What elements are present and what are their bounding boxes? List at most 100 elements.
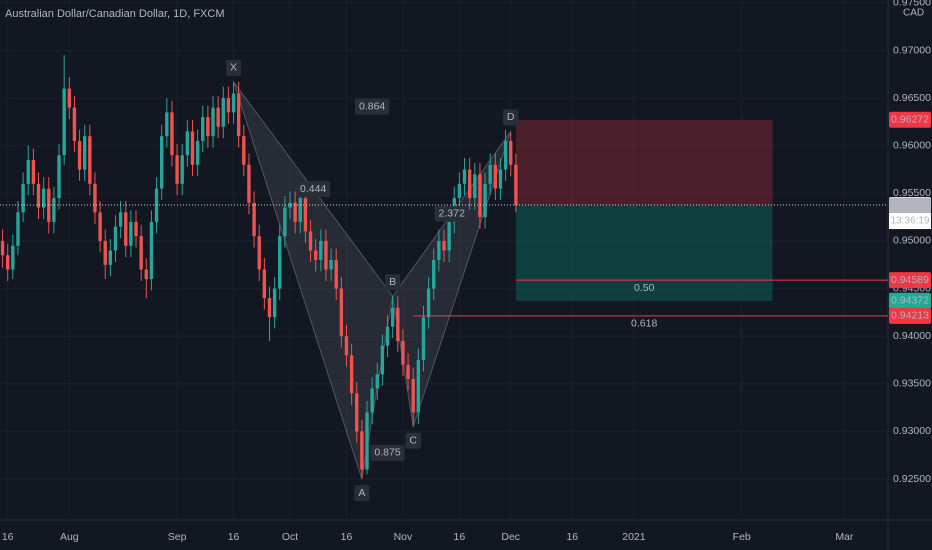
candle-body	[411, 379, 415, 413]
pattern-ratio-label-text: 0.864	[359, 100, 385, 112]
y-tick-label: 0.94000	[893, 330, 931, 342]
candle-body	[375, 374, 379, 389]
x-tick-label: 16	[2, 531, 14, 543]
candle-body	[98, 212, 102, 241]
candle-body	[31, 160, 36, 184]
candle-body	[498, 169, 503, 189]
candle-body	[180, 155, 184, 184]
price-label: 0.95372	[891, 199, 929, 211]
candle-body	[226, 98, 231, 113]
pattern-point-label: D	[502, 109, 519, 126]
candle-body	[503, 140, 508, 170]
candle-body	[365, 412, 369, 470]
candle-body	[165, 112, 169, 137]
pattern-point-label-text: C	[409, 434, 417, 446]
candle-body	[298, 198, 302, 222]
candle-body	[416, 360, 421, 413]
candle-body	[11, 245, 15, 270]
candle-body	[509, 140, 513, 165]
candle-body	[462, 169, 467, 184]
pattern-point-label: B	[385, 274, 401, 291]
pattern-point-label: A	[354, 485, 370, 502]
candle-body	[329, 260, 333, 270]
candle-body	[108, 250, 113, 265]
candle-body	[41, 188, 46, 208]
candle-body	[159, 136, 164, 189]
candle-body	[149, 221, 154, 280]
countdown: 13:36:19	[891, 216, 930, 227]
candle-body	[211, 107, 215, 137]
candle-body	[139, 236, 143, 270]
candle-body	[6, 255, 10, 270]
x-tick-label: 16	[454, 531, 466, 543]
pattern-ratio-label-text: 2.372	[439, 208, 465, 220]
candle-body	[52, 198, 56, 222]
fib-label: 0.618	[631, 318, 657, 330]
x-tick-label: Aug	[60, 531, 79, 543]
candle-body	[442, 240, 446, 251]
candle-body	[426, 288, 431, 318]
candle-body	[201, 117, 205, 141]
candle-body	[57, 155, 61, 199]
candle-body	[252, 202, 256, 237]
x-tick-label: Nov	[394, 531, 413, 543]
candle-body	[313, 250, 318, 260]
candle-body	[467, 169, 472, 199]
pattern-ratio-label-bg	[354, 98, 390, 115]
candle-body	[406, 364, 410, 380]
candle-body	[129, 221, 133, 246]
candle-body	[334, 260, 338, 289]
candle-body	[216, 107, 220, 127]
candle-body	[324, 240, 328, 270]
y-tick-label: 0.95500	[893, 187, 931, 199]
pattern-point-label-text: D	[507, 111, 515, 123]
pattern-point-label-bg	[226, 59, 242, 76]
x-tick-label: 2021	[622, 531, 646, 543]
candle-body	[488, 164, 492, 184]
pattern-ratio-label: 0.875	[370, 444, 405, 461]
pattern-point-label: X	[226, 59, 242, 76]
candle-body	[437, 240, 441, 260]
x-tick-label: 16	[228, 531, 240, 543]
candle-body	[267, 298, 272, 318]
x-tick-label: Oct	[282, 531, 298, 543]
candle-body	[385, 326, 390, 346]
pattern-point-label-text: A	[358, 487, 365, 499]
candle-body	[221, 98, 225, 127]
candle-body	[380, 345, 385, 375]
candle-body	[283, 207, 287, 237]
pattern-ratio-label-bg	[370, 444, 405, 461]
candle-body	[134, 221, 138, 237]
candle-body	[93, 183, 97, 213]
candle-body	[113, 226, 118, 251]
candle-body	[293, 202, 297, 222]
candle-body	[349, 355, 354, 394]
candle-body	[190, 131, 195, 165]
pattern-point-label-text: X	[230, 62, 237, 74]
price-label: 0.94589	[891, 274, 929, 286]
y-tick-label: 0.93000	[893, 425, 931, 437]
candle-body	[26, 160, 30, 184]
candle-body	[344, 336, 349, 356]
pattern-ratio-label-text: 0.444	[300, 183, 326, 195]
candle-body	[16, 212, 20, 246]
y-tick-label: 0.96000	[893, 139, 931, 151]
candle-body	[206, 117, 210, 137]
pattern-point-label: C	[405, 432, 421, 449]
y-tick-label: 0.92500	[893, 473, 931, 485]
pattern-point-label-bg	[385, 274, 401, 291]
candle-body	[236, 93, 241, 137]
price-label: 0.94213	[891, 310, 929, 322]
candle-body	[242, 136, 246, 165]
candle-body	[195, 140, 200, 165]
price-label-bg	[889, 197, 931, 214]
pattern-point-label-text: B	[389, 276, 396, 288]
candle-body	[478, 174, 482, 218]
candle-body	[447, 221, 451, 251]
candle-body	[0, 240, 5, 256]
candle-body	[319, 240, 323, 260]
candle-body	[88, 136, 92, 184]
pattern-ratio-label: 0.444	[295, 181, 331, 198]
